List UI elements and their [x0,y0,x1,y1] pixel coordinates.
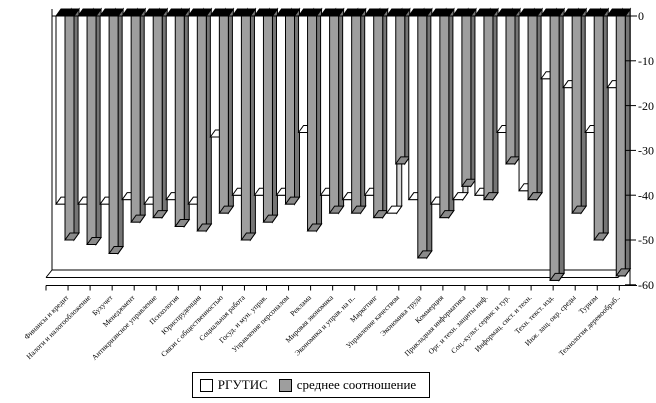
bar-average-23 [571,15,582,214]
bar-average-9 [262,15,273,223]
bar-average-10-bottom [284,196,301,205]
bar-average-17-bottom [438,210,455,219]
y-axis-tick-label: -20 [638,99,654,113]
floor-left-slant [45,269,53,278]
bar-average-16 [417,15,428,259]
legend-swatch-rgutis [199,378,213,392]
y-axis-tick-label: 0 [638,9,644,23]
bar-average-1 [86,15,97,245]
bar-rgutis-15-bottom [385,205,403,214]
bar-average-22-bottom [549,272,566,281]
y-axis-tick-label: -40 [638,188,654,202]
y-axis-tick-label: -30 [638,144,654,158]
bar-average-2-bottom [108,245,125,254]
bar-average-2 [108,15,119,254]
y-axis-tick-label: -50 [638,233,654,247]
bar-average-5 [174,15,185,228]
bar-average-3 [130,15,141,223]
bar-average-8-bottom [240,232,257,241]
bar-rgutis-18-bottom [451,192,469,201]
bar-average-6-bottom [196,223,213,232]
bar-average-14 [373,15,384,219]
legend-swatch-average [278,378,292,392]
bar-average-19 [483,15,494,201]
bar-average-19-bottom [482,192,499,201]
bar-average-13-bottom [350,205,367,214]
bar-average-5-bottom [174,219,191,228]
axis-top-slant [624,8,631,17]
y-axis-tick-label: -10 [638,54,654,68]
bar-average-4-bottom [152,210,169,219]
bar-average-24 [593,15,604,241]
bar-average-13 [351,15,362,214]
bar-average-16-bottom [416,250,433,259]
bar-average-7-bottom [218,205,235,214]
bar-average-3-bottom [130,214,147,223]
bar-average-21-bottom [527,192,544,201]
legend-label-average: среднее соотношение [296,377,417,392]
bar-average-11-bottom [306,223,323,232]
bar-average-24-bottom [593,232,610,241]
bar-average-12-bottom [328,205,345,214]
bar-average-0 [64,15,75,241]
bar-average-8 [240,15,251,241]
bar-average-17 [439,15,450,219]
bar-average-23-bottom [571,205,588,214]
bar-average-6 [196,15,207,232]
bar-average-18 [461,15,472,187]
bar-average-15 [395,15,406,165]
bar-average-0-bottom [64,232,80,241]
bar-average-20 [505,15,516,165]
bar-average-25 [615,15,626,277]
y-axis-tick-label: -60 [638,278,654,292]
bar-average-22 [549,15,560,281]
bar-average-21 [527,15,538,201]
bar-average-10 [285,15,295,205]
chart-legend: РГУТИС среднее соотношение [192,372,430,398]
bar-average-7 [218,15,229,214]
bar-average-12 [329,15,340,214]
bar-average-1-bottom [86,236,103,245]
bar-average-11 [307,15,318,232]
bar-average-9-bottom [262,214,279,223]
bar-average-4 [152,15,163,219]
legend-label-rgutis: РГУТИС [217,377,268,392]
